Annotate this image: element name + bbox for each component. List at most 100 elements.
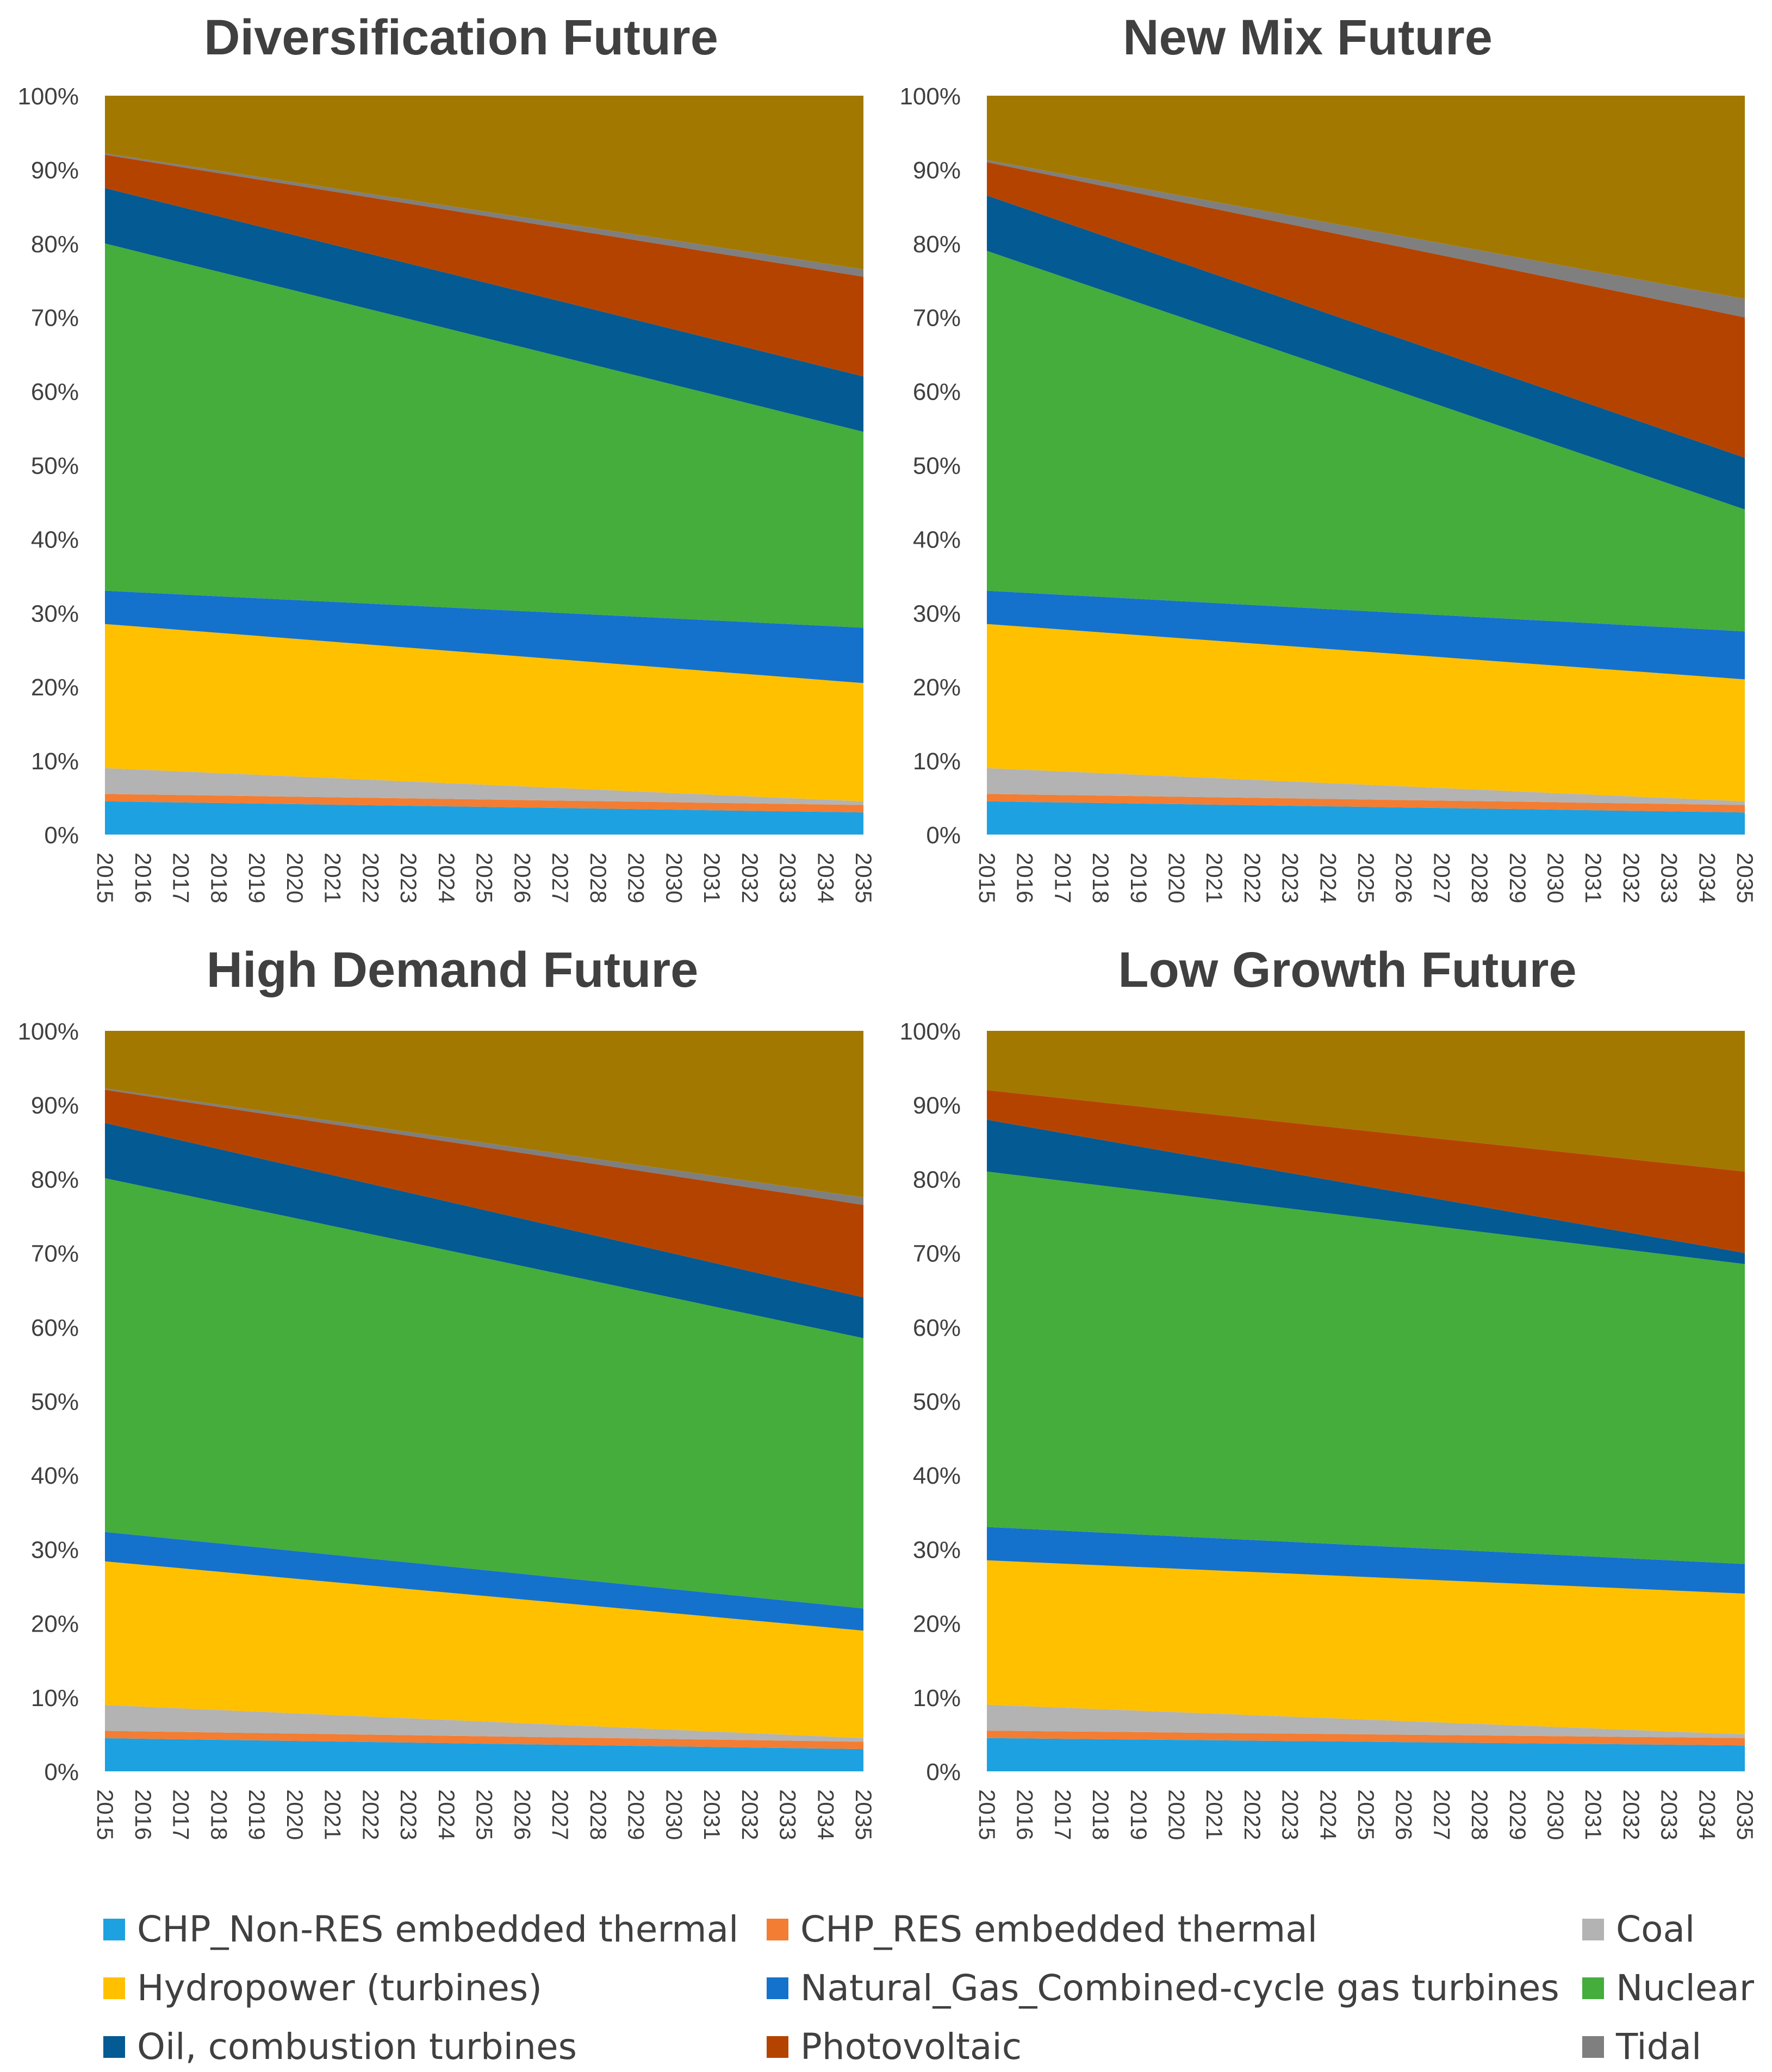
x-tick-label: 2035 — [851, 1789, 876, 1840]
x-tick-label: 2033 — [775, 1789, 801, 1840]
area-series-nuclear — [987, 1171, 1745, 1564]
area-series-pv — [987, 162, 1745, 458]
x-tick-label: 2016 — [130, 853, 156, 903]
x-tick-label: 2020 — [1164, 853, 1190, 903]
legend-item-coal: Coal — [1582, 1908, 1695, 1950]
x-tick-label: 2034 — [1694, 1789, 1720, 1840]
x-tick-label: 2016 — [1012, 1789, 1038, 1840]
x-tick-label: 2017 — [1050, 1789, 1075, 1840]
x-tick-label: 2018 — [1088, 853, 1114, 903]
legend-label: Natural_Gas_Combined-cycle gas turbines — [800, 1967, 1559, 2009]
x-tick-label: 2035 — [851, 853, 876, 903]
area-series-tidal — [105, 153, 863, 277]
area-series-gas — [987, 590, 1745, 680]
x-tick-label: 2029 — [624, 1789, 649, 1840]
legend-label: Photovoltaic — [800, 2026, 1022, 2068]
area-series-oil — [987, 1119, 1745, 1264]
area-series-top — [105, 96, 863, 270]
legend-item-hydro: Hydropower (turbines) — [103, 1967, 542, 2009]
area-series-gas — [105, 590, 863, 683]
legend-swatch — [1582, 2036, 1604, 2058]
x-tick-label: 2031 — [699, 853, 725, 903]
x-tick-label: 2032 — [1619, 853, 1644, 903]
x-tick-label: 2027 — [548, 853, 573, 903]
legend-item-pv: Photovoltaic — [767, 2026, 1022, 2068]
y-tick-label: 20% — [913, 674, 961, 701]
x-tick-label: 2022 — [1240, 853, 1265, 903]
area-series-top — [987, 1031, 1745, 1172]
x-tick-label: 2022 — [358, 1789, 383, 1840]
area-series-chp_nonres — [105, 1738, 863, 1771]
area-series-chp_nonres — [987, 1738, 1745, 1771]
y-tick-label: 30% — [31, 1536, 79, 1563]
x-tick-label: 2034 — [1694, 853, 1720, 903]
y-tick-label: 70% — [31, 305, 79, 332]
y-tick-label: 80% — [913, 1166, 961, 1193]
x-tick-label: 2017 — [1050, 853, 1075, 903]
x-tick-label: 2020 — [282, 1789, 308, 1840]
x-tick-label: 2033 — [1657, 1789, 1682, 1840]
x-tick-label: 2028 — [586, 853, 611, 903]
x-tick-label: 2022 — [1240, 1789, 1265, 1840]
y-tick-label: 90% — [913, 157, 961, 184]
area-series-coal — [987, 768, 1745, 805]
chart-figure: Diversification Future 0% 10% 20% 30% 40% 50% 6… — [17, 10, 1758, 1840]
area-series-hydro — [987, 624, 1745, 801]
x-tick-label: 2015 — [974, 1789, 1000, 1840]
legend-swatch — [1582, 1977, 1604, 1999]
y-tick-label: 70% — [31, 1241, 79, 1267]
area-series-pv — [105, 1090, 863, 1298]
legend-swatch — [767, 1918, 788, 1940]
y-tick-label: 100% — [899, 83, 961, 110]
y-tick-label: 40% — [913, 526, 961, 553]
x-tick-label: 2027 — [548, 1789, 573, 1840]
x-tick-label: 2019 — [244, 853, 270, 903]
y-tick-label: 60% — [31, 1315, 79, 1341]
area-series-coal — [105, 768, 863, 805]
y-tick-label: 30% — [31, 600, 79, 627]
legend-label: Coal — [1616, 1908, 1695, 1950]
x-tick-label: 2018 — [1088, 1789, 1114, 1840]
x-tick-label: 2029 — [624, 853, 649, 903]
chart-panel: Low Growth Future 0% 10% 20% 30% 40% 50% 60% 70%… — [899, 942, 1758, 1840]
y-tick-label: 90% — [31, 1092, 79, 1119]
area-series-pv — [987, 1090, 1745, 1253]
x-tick-label: 2029 — [1505, 1789, 1531, 1840]
legend-label: Hydropower (turbines) — [137, 1967, 543, 2009]
legend-label: Oil, combustion turbines — [137, 2026, 577, 2068]
x-tick-label: 2024 — [1315, 853, 1341, 903]
x-tick-label: 2026 — [1391, 1789, 1417, 1840]
area-series-chp_nonres — [987, 801, 1745, 835]
area-series-oil — [105, 188, 863, 432]
y-tick-label: 40% — [31, 1463, 79, 1489]
y-tick-label: 0% — [44, 1759, 79, 1785]
legend-item-oil: Oil, combustion turbines — [103, 2026, 577, 2068]
y-tick-label: 50% — [31, 453, 79, 480]
y-tick-label: 60% — [913, 1315, 961, 1341]
y-tick-label: 70% — [913, 1241, 961, 1267]
x-tick-label: 2025 — [472, 1789, 498, 1840]
x-tick-label: 2017 — [169, 853, 194, 903]
y-tick-label: 40% — [31, 526, 79, 553]
area-series-hydro — [987, 1560, 1745, 1734]
y-tick-label: 70% — [913, 305, 961, 332]
legend-swatch — [1582, 1918, 1604, 1940]
area-series-top — [987, 96, 1745, 299]
x-tick-label: 2016 — [130, 1789, 156, 1840]
y-tick-label: 20% — [31, 674, 79, 701]
x-tick-label: 2023 — [396, 853, 421, 903]
x-tick-label: 2020 — [282, 853, 308, 903]
area-series-chp_res — [987, 1731, 1745, 1746]
x-tick-label: 2022 — [358, 853, 383, 903]
y-tick-label: 40% — [913, 1463, 961, 1489]
legend: CHP_Non-RES embedded thermal CHP_RES emb… — [0, 1870, 1772, 2072]
x-tick-label: 2033 — [1657, 853, 1682, 903]
y-tick-label: 80% — [31, 231, 79, 258]
x-tick-label: 2024 — [1315, 1789, 1341, 1840]
x-tick-label: 2025 — [472, 853, 498, 903]
legend-swatch — [103, 2036, 125, 2058]
area-series-nuclear — [105, 243, 863, 628]
x-tick-label: 2024 — [434, 853, 459, 903]
x-tick-label: 2025 — [1353, 853, 1379, 903]
x-tick-label: 2029 — [1505, 853, 1531, 903]
